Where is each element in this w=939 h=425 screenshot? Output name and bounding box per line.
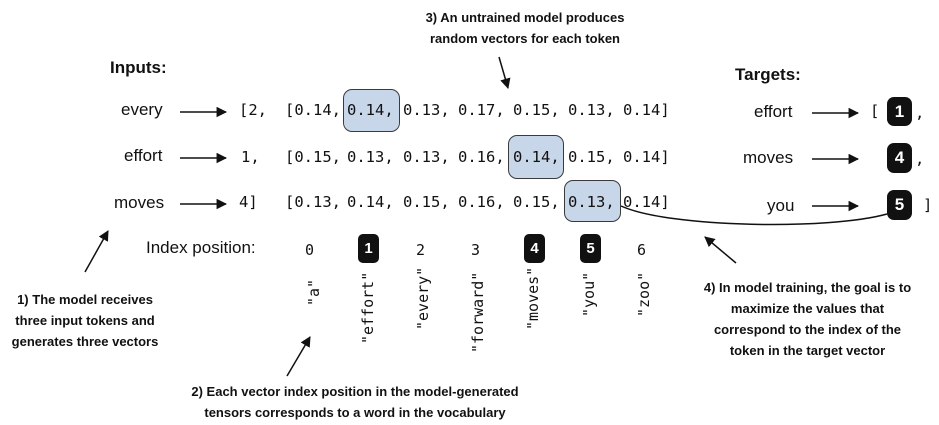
vector-value: 0.15, [513,193,560,211]
note-line: random vectors for each token [430,31,620,46]
vector-value: 0.14, [513,148,560,166]
highlight-box-row1 [343,89,400,132]
input-id: [2, [239,101,267,119]
target-close-bracket: ] [923,196,933,214]
index-position: 3 [471,241,481,259]
arrow-note-4 [704,236,737,264]
vector-value: [0.13, [285,193,341,211]
vector-value: 0.13, [403,101,450,119]
vector-value: 0.16, [458,193,505,211]
vector-value: [0.15, [285,148,341,166]
targets-heading: Targets: [735,65,801,84]
note-1: 1) The model receives three input tokens… [0,289,170,352]
index-position-badge: 5 [580,234,601,263]
vector-value: 0.16, [458,148,505,166]
target-id-badge: 5 [887,190,912,220]
vector-value: 0.14, [347,193,394,211]
note-line: tensors corresponds to a word in the voc… [204,405,506,420]
target-word: you [767,196,795,215]
target-comma: , [915,150,925,168]
input-id: 4] [239,193,258,211]
note-2: 2) Each vector index position in the mod… [160,381,550,423]
note-line: maximize the values that [730,301,885,316]
target-word: moves [743,148,794,167]
input-word: moves [114,193,165,212]
note-3: 3) An untrained model produces random ve… [395,7,655,49]
vector-value: 0.17, [458,101,505,119]
highlight-box-row2 [508,135,564,179]
index-position: 2 [416,241,426,259]
arrow-note-3 [498,56,511,90]
highlight-box-row3 [564,180,621,222]
index-position-badge: 1 [358,234,379,263]
vector-value: 0.15, [568,148,615,166]
vector-value: 0.13, [568,193,615,211]
note-line: 1) The model receives [17,292,153,307]
input-id: 1, [241,148,260,166]
note-line: 3) An untrained model produces [425,10,625,25]
vector-value: 0.13, [403,148,450,166]
note-line: three input tokens and [15,313,155,328]
vector-value: 0.14] [623,148,670,166]
vector-value: [0.14, [285,101,341,119]
vector-value: 0.14] [623,101,670,119]
index-position: 6 [637,241,647,259]
target-id-badge: 1 [887,97,912,126]
target-open-bracket: [ [870,102,880,120]
input-word: effort [124,146,163,165]
note-line: 2) Each vector index position in the mod… [191,384,519,399]
vector-value: 0.15, [403,193,450,211]
vector-value: 0.14] [623,193,670,211]
note-line: token in the target vector [729,343,886,358]
vector-value: 0.13, [568,101,615,119]
target-id-badge: 4 [887,143,912,173]
index-position-badge: 4 [524,234,545,263]
note-4: 4) In model training, the goal is to max… [680,277,935,361]
target-comma: , [915,104,925,122]
vector-value: 0.13, [347,148,394,166]
target-word: effort [754,102,793,121]
vector-value: 0.14, [347,101,394,119]
index-position: 0 [305,241,315,259]
connector-curve [620,205,888,226]
note-line: 4) In model training, the goal is to [703,280,912,295]
input-word: every [121,100,163,119]
vector-value: 0.15, [513,101,560,119]
arrow-note-1 [84,230,109,273]
note-line: correspond to the index of the [713,322,902,337]
inputs-heading: Inputs: [110,58,167,77]
note-line: generates three vectors [11,334,159,349]
arrow-note-2 [286,336,311,377]
index-position-label: Index position: [146,238,256,257]
